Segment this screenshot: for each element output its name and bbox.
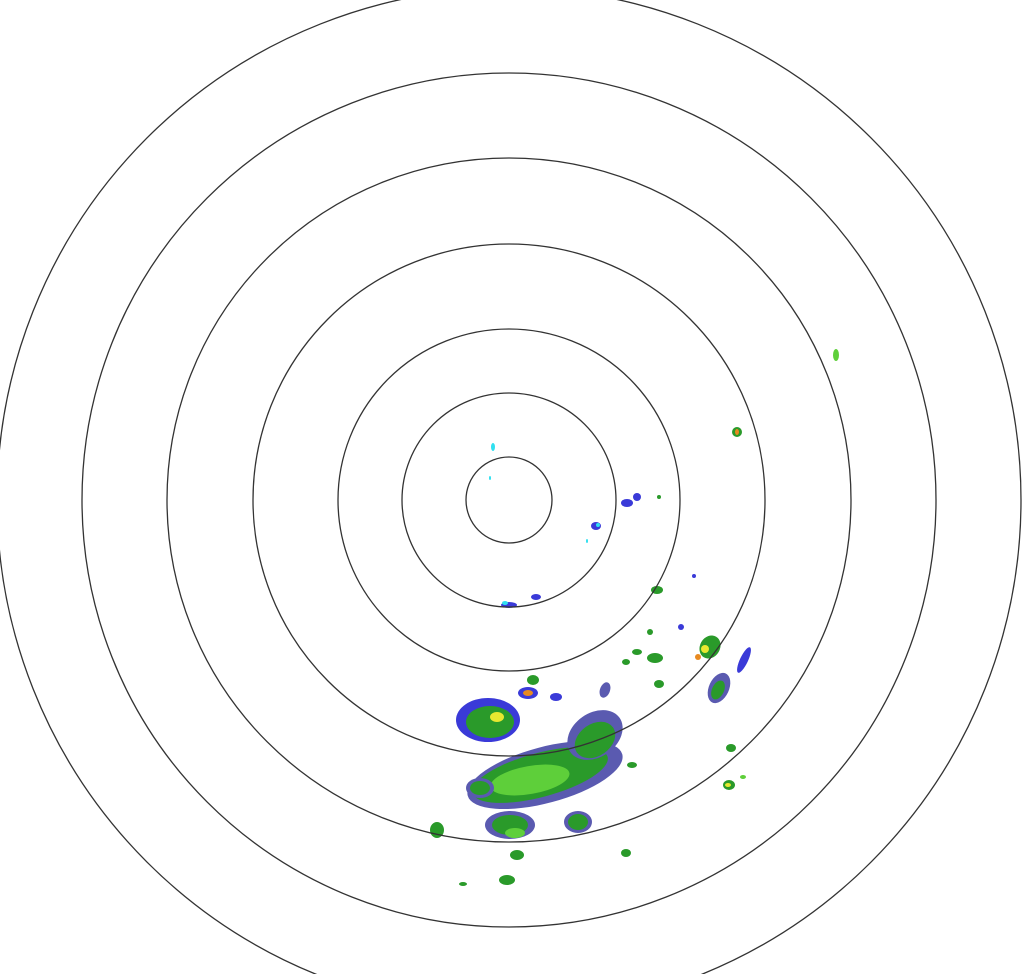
echo-cell [568, 814, 588, 830]
echo-cell [651, 586, 663, 594]
echo-cell [654, 680, 664, 688]
echo-cell [695, 654, 701, 660]
echo-cell [490, 712, 504, 722]
echo-cell [632, 649, 642, 655]
range-ring [81, 72, 937, 928]
range-ring [252, 243, 766, 757]
echo-cell [657, 495, 661, 499]
echo-cell [459, 882, 467, 886]
echo-cell [726, 744, 736, 752]
echo-cell [701, 645, 709, 653]
echo-cell [596, 523, 600, 527]
echo-cell [622, 659, 630, 665]
echo-cell [491, 443, 495, 451]
echo-cell [678, 624, 684, 630]
echo-cell [470, 781, 490, 795]
echo-cell [647, 653, 663, 663]
echo-cell [550, 693, 562, 701]
echo-cell [466, 706, 514, 738]
echo-cell [490, 764, 570, 796]
echo-cell [647, 629, 653, 635]
echo-cell [621, 849, 631, 857]
range-ring [166, 157, 852, 843]
echo-cell [737, 647, 751, 673]
range-ring [465, 456, 553, 544]
echo-cell [725, 783, 731, 787]
echo-cell [740, 775, 746, 779]
echo-cell [621, 499, 633, 507]
echo-cell [735, 429, 739, 435]
echo-cell [627, 762, 637, 768]
echo-cell [692, 574, 696, 578]
echo-cell [633, 493, 641, 501]
echo-cell [531, 594, 541, 600]
echo-cell [586, 539, 588, 543]
echo-cell [833, 349, 839, 361]
precipitation-echoes [430, 349, 839, 886]
echo-cell [523, 690, 533, 696]
echo-cell [489, 476, 491, 480]
echo-cell [499, 875, 515, 885]
echo-cell [711, 680, 725, 700]
echo-cell [527, 675, 539, 685]
echo-cell [574, 721, 616, 759]
echo-cell [505, 828, 525, 838]
echo-cell [510, 850, 524, 860]
range-ring [401, 392, 617, 608]
range-ring [337, 328, 681, 672]
echo-cell [502, 601, 508, 605]
echo-cell [599, 682, 611, 698]
